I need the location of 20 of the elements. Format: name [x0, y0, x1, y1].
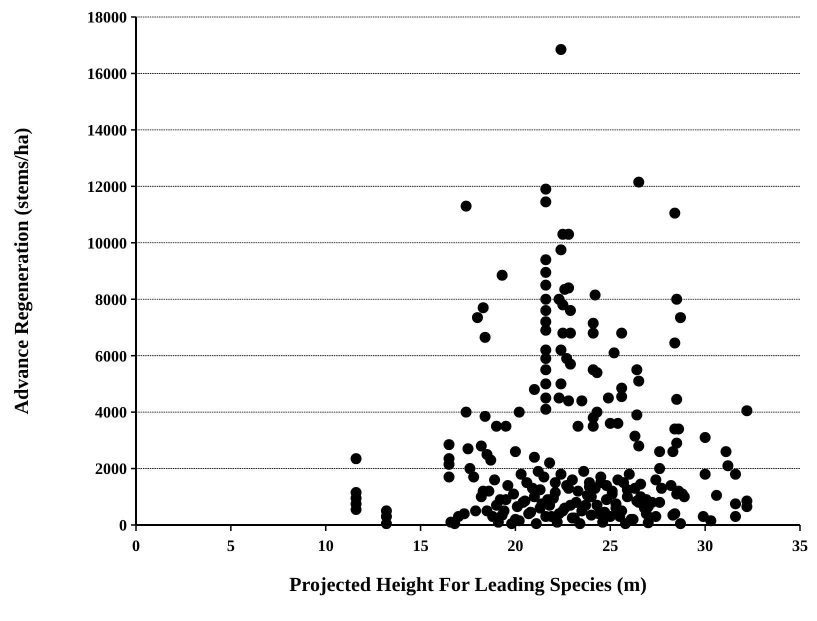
y-tick-label: 10000 [87, 235, 127, 252]
x-axis-title: Projected Height For Leading Species (m) [289, 574, 647, 596]
x-tick-label: 35 [792, 538, 808, 555]
x-tick-label: 20 [507, 538, 524, 555]
x-tick-label: 30 [697, 538, 714, 555]
y-tick-label: 0 [119, 518, 127, 535]
x-tick-label: 15 [412, 538, 429, 555]
x-tick-label: 5 [226, 538, 235, 555]
y-tick-label: 14000 [87, 122, 127, 140]
y-tick-label: 18000 [87, 10, 127, 27]
y-tick-label: 4000 [95, 404, 127, 422]
x-tick-label: 0 [132, 538, 140, 555]
x-tick-label: 10 [318, 538, 334, 555]
y-tick-label: 12000 [87, 178, 127, 196]
x-tick-label: 25 [602, 538, 618, 555]
y-tick-label: 16000 [87, 66, 127, 84]
y-tick-label: 6000 [95, 348, 127, 366]
y-tick-label: 2000 [95, 461, 127, 478]
y-tick-label: 8000 [95, 292, 127, 309]
y-axis-title: Advance Regeneration (stems/ha) [11, 128, 33, 414]
